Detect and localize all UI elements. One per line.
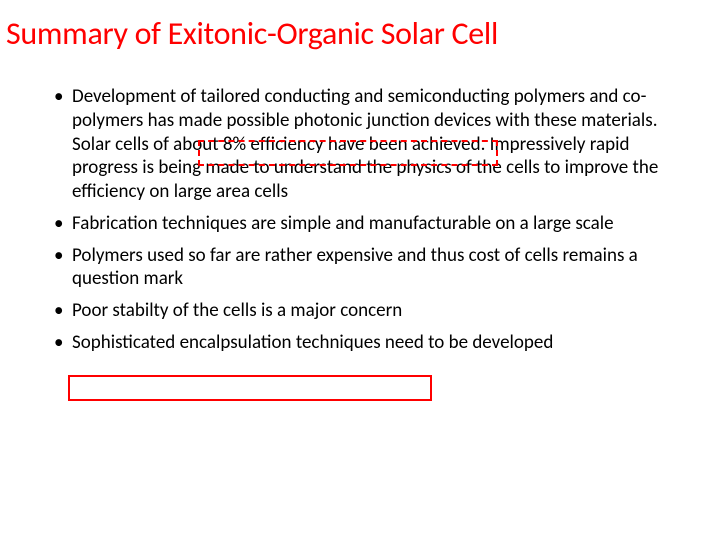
slide-title: Summary of Exitonic-Organic Solar Cell — [0, 0, 720, 53]
bullet-item: Fabrication techniques are simple and ma… — [54, 212, 680, 236]
bullet-item: Sophisticated encalpsulation techniques … — [54, 331, 680, 355]
highlight-solid-box — [68, 375, 432, 401]
bullet-item: Poor stabilty of the cells is a major co… — [54, 299, 680, 323]
bullet-item: Polymers used so far are rather expensiv… — [54, 244, 680, 292]
bullet-item: Development of tailored conducting and s… — [54, 85, 680, 204]
bullet-list: Development of tailored conducting and s… — [54, 85, 680, 355]
content-area: Development of tailored conducting and s… — [0, 53, 720, 355]
